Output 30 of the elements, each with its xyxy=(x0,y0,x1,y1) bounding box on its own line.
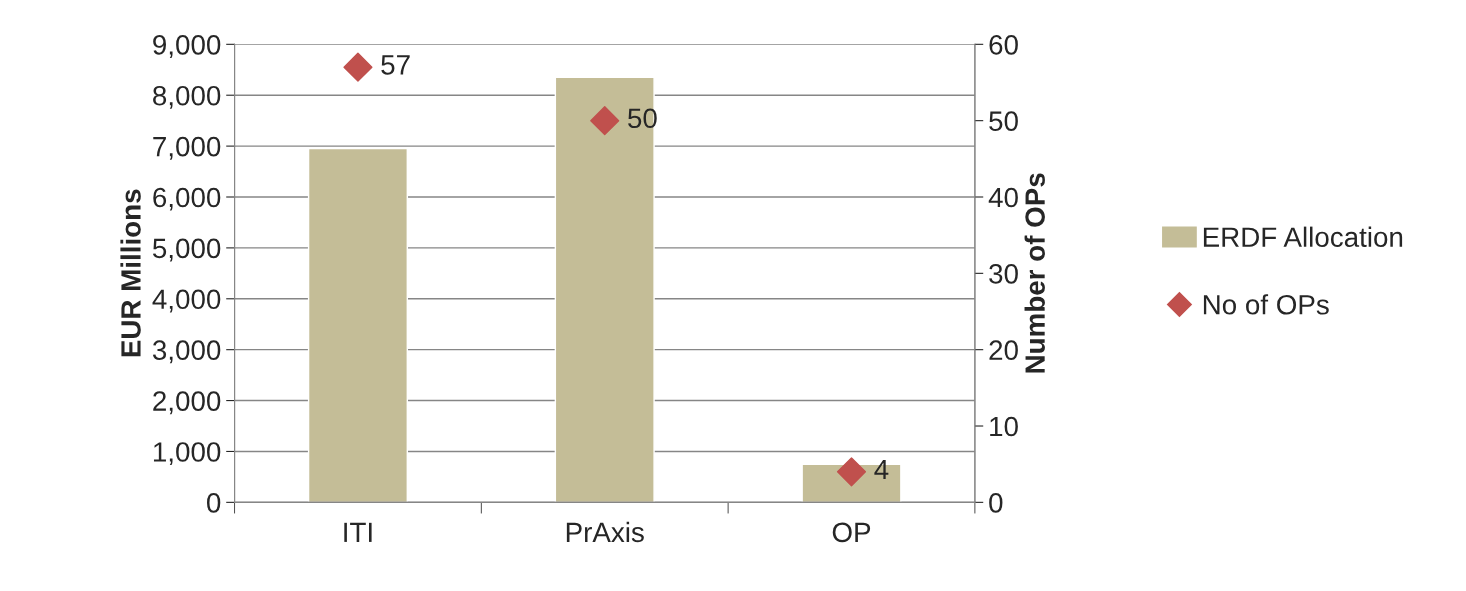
x-tick-label: OP xyxy=(832,522,871,543)
y2-tick-label: 60 xyxy=(989,34,1018,55)
x-tick-label: ITI xyxy=(344,522,372,542)
y2-axis-title: Number of OPs xyxy=(1024,173,1045,373)
y2-tick-label: 40 xyxy=(988,187,1018,208)
x-tick-label: PrAxis xyxy=(566,521,644,543)
y2-tick-label: 30 xyxy=(989,264,1018,284)
legend-label: No of OPs xyxy=(1203,294,1329,315)
point xyxy=(590,106,620,136)
data-label: 4 xyxy=(874,459,889,479)
bar xyxy=(554,76,655,503)
y-tick-label: 1,000 xyxy=(153,442,221,466)
data-label: 57 xyxy=(381,55,410,75)
y2-tick-label: 10 xyxy=(990,416,1018,437)
y-tick-label: 6,000 xyxy=(153,187,221,211)
point xyxy=(343,52,373,82)
y-tick-label: 0 xyxy=(207,493,221,513)
y-tick-label: 2,000 xyxy=(153,391,221,415)
y-tick-label: 5,000 xyxy=(152,238,221,262)
bar xyxy=(307,147,408,503)
y2-tick-label: 0 xyxy=(989,493,1003,513)
y-tick-label: 7,000 xyxy=(153,136,221,160)
y-tick-label: 8,000 xyxy=(153,85,221,109)
y2-tick-label: 50 xyxy=(989,111,1018,131)
y-tick-label: 9,000 xyxy=(153,34,221,58)
y-tick-label: 3,000 xyxy=(152,340,221,364)
y-axis-title: EUR Millions xyxy=(120,189,141,357)
y2-tick-label: 20 xyxy=(989,340,1018,361)
legend-label: ERDF Allocation xyxy=(1203,226,1403,248)
y-tick-label: 4,000 xyxy=(152,289,221,313)
